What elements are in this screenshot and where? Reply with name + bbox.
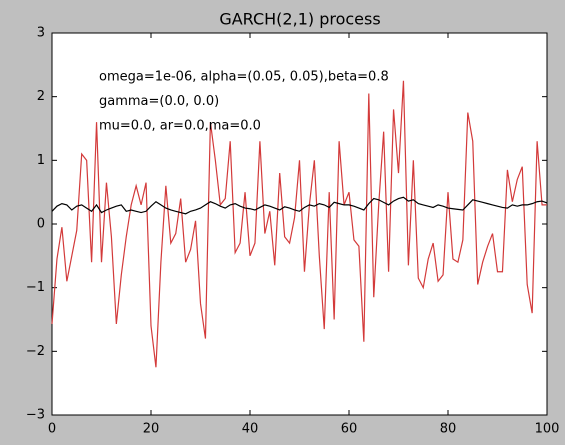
x-tick-label: 40: [242, 422, 259, 437]
y-tick-label: −1: [26, 280, 45, 295]
x-tick-label: 20: [143, 422, 160, 437]
chart-title: GARCH(2,1) process: [219, 10, 380, 29]
y-tick-label: −3: [26, 408, 45, 423]
x-tick-label: 60: [341, 422, 358, 437]
annotation: omega=1e-06, alpha=(0.05, 0.05),beta=0.8: [99, 70, 389, 85]
x-tick-label: 0: [48, 422, 56, 437]
annotation: mu=0.0, ar=0.0,ma=0.0: [99, 119, 261, 134]
y-tick-label: 0: [37, 217, 45, 232]
series-line: [51, 80, 547, 368]
y-tick-label: 2: [37, 89, 45, 104]
y-tick-label: 1: [37, 153, 45, 168]
series-line: [51, 196, 548, 215]
y-tick-label: −2: [26, 344, 45, 359]
y-tick-label: 3: [37, 26, 45, 41]
x-tick-label: 80: [440, 422, 457, 437]
x-tick-label: 100: [535, 422, 560, 437]
plot-area: [51, 32, 548, 416]
annotation: gamma=(0.0, 0.0): [99, 94, 219, 109]
